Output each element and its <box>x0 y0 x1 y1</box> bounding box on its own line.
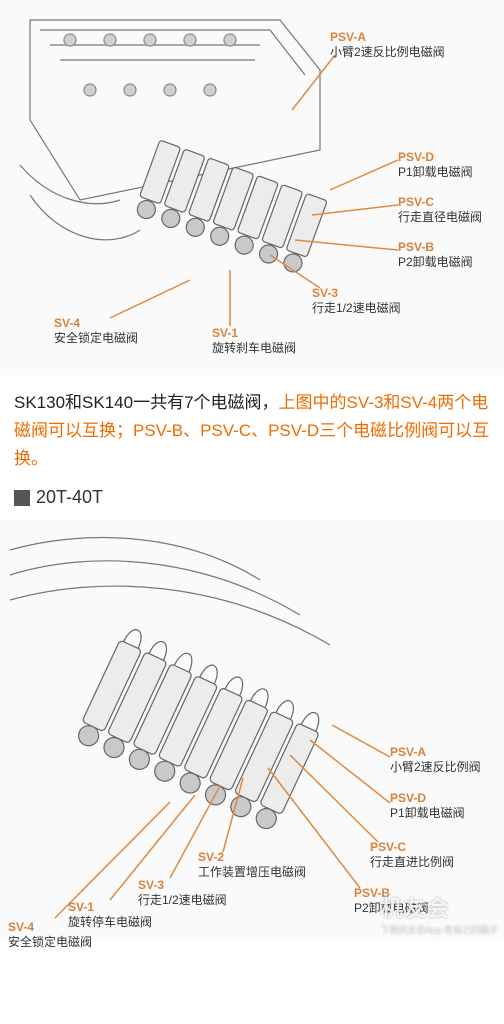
watermark-sub: 下载机友会App 有自己的圈子 <box>380 923 498 936</box>
label-sv-1: SV-1旋转刹车电磁阀 <box>212 326 296 356</box>
label-desc-psv-d: P1卸载电磁阀 <box>398 165 473 180</box>
label-sv-3: SV-3行走1/2速电磁阀 <box>312 286 401 316</box>
leader-line-psv-d <box>310 740 390 803</box>
leader-line-psv-c <box>290 755 378 842</box>
label-desc-psv-c: 行走直径电磁阀 <box>398 210 482 225</box>
label-desc-sv-4: 安全锁定电磁阀 <box>8 935 92 950</box>
section-header: 20T-40T <box>0 483 504 512</box>
label-sv-4: SV-4安全锁定电磁阀 <box>8 920 92 950</box>
label-code-sv-1: SV-1 <box>68 900 152 915</box>
label-psv-c: PSV-C行走直径电磁阀 <box>398 195 482 225</box>
label-psv-a: PSV-A小臂2速反比例电磁阀 <box>330 30 445 60</box>
caption-text: SK130和SK140一共有7个电磁阀，上图中的SV-3和SV-4两个电磁阀可以… <box>0 375 504 483</box>
label-psv-c: PSV-C行走直进比例阀 <box>370 840 454 870</box>
caption-black: SK130和SK140一共有7个电磁阀， <box>14 393 279 412</box>
section-header-text: 20T-40T <box>36 487 103 508</box>
label-psv-a: PSV-A小臂2速反比例阀 <box>390 745 481 775</box>
bottom-diagram: PSV-A小臂2速反比例阀PSV-DP1卸载电磁阀PSV-C行走直进比例阀PSV… <box>0 520 504 940</box>
label-sv-2: SV-2工作装置增压电磁阀 <box>198 850 306 880</box>
label-code-sv-1: SV-1 <box>212 326 296 341</box>
watermark-main: 机友会 <box>380 896 449 921</box>
label-psv-d: PSV-DP1卸载电磁阀 <box>390 791 465 821</box>
label-code-psv-a: PSV-A <box>390 745 481 760</box>
label-psv-b: PSV-BP2卸载电磁阀 <box>398 240 473 270</box>
leader-line-psv-a <box>332 725 390 757</box>
label-code-psv-c: PSV-C <box>398 195 482 210</box>
label-code-psv-b: PSV-B <box>398 240 473 255</box>
label-code-psv-d: PSV-D <box>398 150 473 165</box>
label-desc-sv-1: 旋转刹车电磁阀 <box>212 341 296 356</box>
label-code-sv-4: SV-4 <box>54 316 138 331</box>
leader-line-psv-a <box>292 55 335 110</box>
section-square-icon <box>14 490 30 506</box>
label-desc-psv-b: P2卸载电磁阀 <box>398 255 473 270</box>
label-code-psv-c: PSV-C <box>370 840 454 855</box>
label-desc-psv-a: 小臂2速反比例阀 <box>390 760 481 775</box>
label-desc-psv-c: 行走直进比例阀 <box>370 855 454 870</box>
label-code-sv-3: SV-3 <box>312 286 401 301</box>
top-diagram: PSV-A小臂2速反比例电磁阀PSV-DP1卸载电磁阀PSV-C行走直径电磁阀P… <box>0 0 504 375</box>
label-desc-sv-3: 行走1/2速电磁阀 <box>312 301 401 316</box>
leader-line-psv-d <box>330 160 398 190</box>
label-code-psv-a: PSV-A <box>330 30 445 45</box>
label-code-psv-d: PSV-D <box>390 791 465 806</box>
label-sv-4: SV-4安全锁定电磁阀 <box>54 316 138 346</box>
label-code-sv-4: SV-4 <box>8 920 92 935</box>
label-desc-sv-4: 安全锁定电磁阀 <box>54 331 138 346</box>
label-desc-psv-a: 小臂2速反比例电磁阀 <box>330 45 445 60</box>
label-desc-psv-d: P1卸载电磁阀 <box>390 806 465 821</box>
leader-line-sv-4 <box>110 280 190 318</box>
label-code-sv-2: SV-2 <box>198 850 306 865</box>
watermark: 机友会 下载机友会App 有自己的圈子 <box>380 891 498 936</box>
label-code-sv-3: SV-3 <box>138 878 227 893</box>
label-psv-d: PSV-DP1卸载电磁阀 <box>398 150 473 180</box>
